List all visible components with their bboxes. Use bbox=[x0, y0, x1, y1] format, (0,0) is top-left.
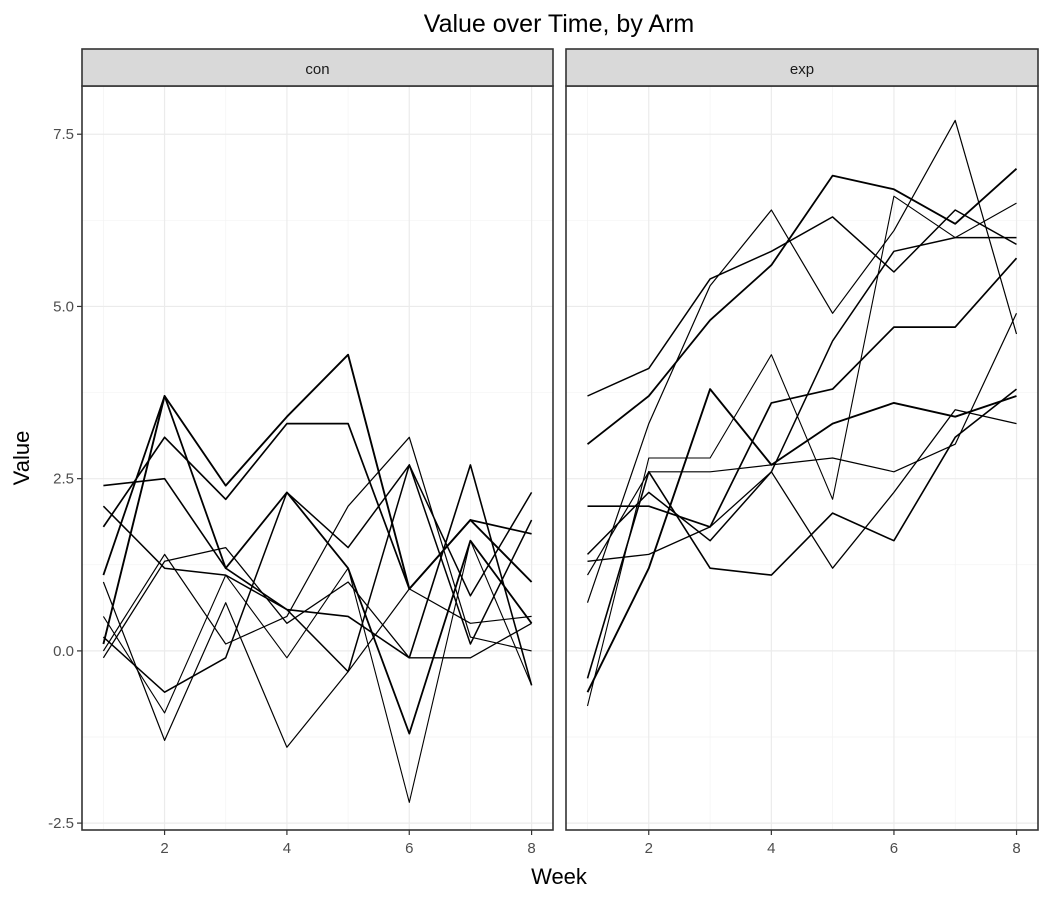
series-line-con-6 bbox=[103, 464, 533, 686]
series-line-con-7 bbox=[102, 540, 533, 803]
series-line-con-10 bbox=[102, 353, 533, 645]
facet-strip-label: con bbox=[305, 61, 329, 78]
series-line-exp-2 bbox=[586, 168, 1018, 445]
series-line-exp-6 bbox=[586, 388, 1017, 679]
y-tick-label: 0.0 bbox=[53, 643, 74, 660]
x-tick-label: 8 bbox=[527, 840, 535, 857]
series-line-exp-1 bbox=[587, 209, 1017, 397]
chart-title: Value over Time, by Arm bbox=[424, 10, 694, 38]
series-line-exp-7 bbox=[586, 195, 1017, 707]
series-line-con-4 bbox=[102, 422, 532, 590]
facet-strip-label: exp bbox=[790, 61, 814, 78]
x-tick-label: 2 bbox=[645, 840, 653, 857]
panel-border bbox=[81, 85, 554, 831]
series-line-exp-4 bbox=[587, 257, 1018, 528]
x-tick-label: 8 bbox=[1012, 840, 1020, 857]
panel-con: con 2 4 6 8 -2.5 0.0 2.5 5.0 7.5 bbox=[48, 48, 554, 857]
facet-strip bbox=[565, 48, 1039, 87]
panel-exp: exp 2 4 6 8 bbox=[565, 48, 1039, 857]
facet-strip bbox=[81, 48, 554, 87]
y-tick-label: 2.5 bbox=[53, 471, 74, 488]
y-tick-label: 7.5 bbox=[53, 126, 74, 143]
series-line-con-3 bbox=[102, 436, 532, 652]
series-line-exp-8 bbox=[586, 236, 1017, 555]
x-tick-label: 4 bbox=[767, 840, 775, 857]
series-line-exp-10 bbox=[586, 388, 1017, 693]
y-tick-label: 5.0 bbox=[53, 298, 74, 315]
series-line-con-2 bbox=[102, 395, 533, 735]
x-tick-label: 6 bbox=[405, 840, 413, 857]
series-line-con-8 bbox=[102, 464, 533, 673]
series-line-exp-3 bbox=[586, 119, 1018, 603]
x-tick-label: 2 bbox=[160, 840, 168, 857]
series-line-exp-9 bbox=[586, 313, 1018, 576]
y-tick-label: -2.5 bbox=[48, 815, 74, 832]
y-axis-title: Value bbox=[9, 431, 34, 486]
x-tick-label: 6 bbox=[890, 840, 898, 857]
x-axis-title: Week bbox=[531, 864, 588, 889]
panels: con 2 4 6 8 -2.5 0.0 2.5 5.0 7.5 exp 2 4 6 8 bbox=[48, 48, 1039, 857]
series-line-con-9 bbox=[102, 581, 532, 748]
series-line-exp-5 bbox=[587, 409, 1017, 569]
x-tick-label: 4 bbox=[283, 840, 291, 857]
series-line-con-5 bbox=[102, 546, 532, 659]
